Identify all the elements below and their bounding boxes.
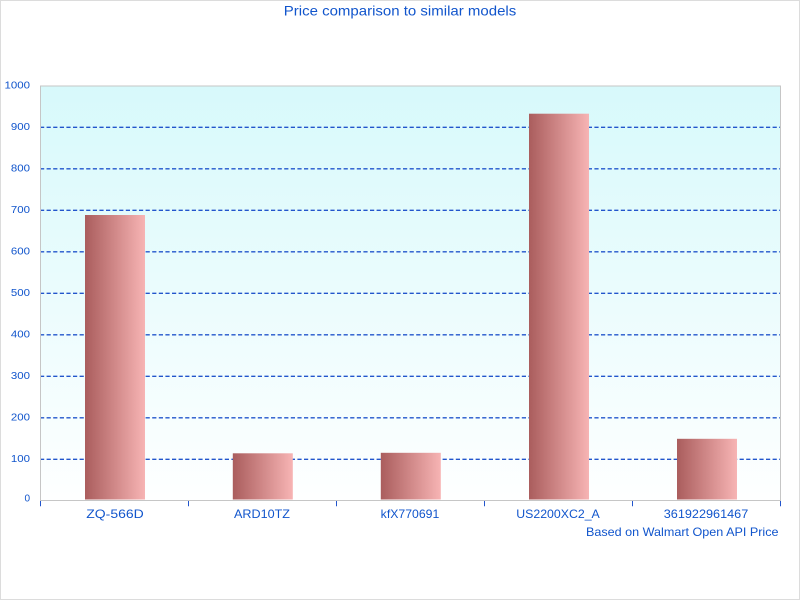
svg-text:Price comparison to similar mo: Price comparison to similar models: [284, 3, 517, 19]
svg-text:kfX770691: kfX770691: [381, 507, 440, 521]
svg-text:ARD10TZ: ARD10TZ: [234, 507, 290, 521]
svg-text:US2200XC2_A: US2200XC2_A: [516, 507, 600, 521]
svg-text:200: 200: [11, 413, 31, 424]
svg-text:700: 700: [11, 205, 31, 216]
svg-text:Based on Walmart Open API Pric: Based on Walmart Open API Price: [586, 525, 779, 539]
svg-text:100: 100: [11, 454, 31, 465]
svg-text:600: 600: [11, 247, 31, 258]
svg-text:0: 0: [24, 494, 30, 505]
svg-text:1000: 1000: [5, 81, 31, 92]
svg-text:400: 400: [11, 330, 31, 341]
svg-text:ZQ-566D: ZQ-566D: [86, 507, 144, 521]
svg-text:800: 800: [11, 164, 31, 175]
svg-text:900: 900: [11, 122, 31, 133]
svg-text:500: 500: [11, 288, 31, 299]
svg-text:361922961467: 361922961467: [664, 507, 749, 521]
svg-text:300: 300: [11, 371, 31, 382]
